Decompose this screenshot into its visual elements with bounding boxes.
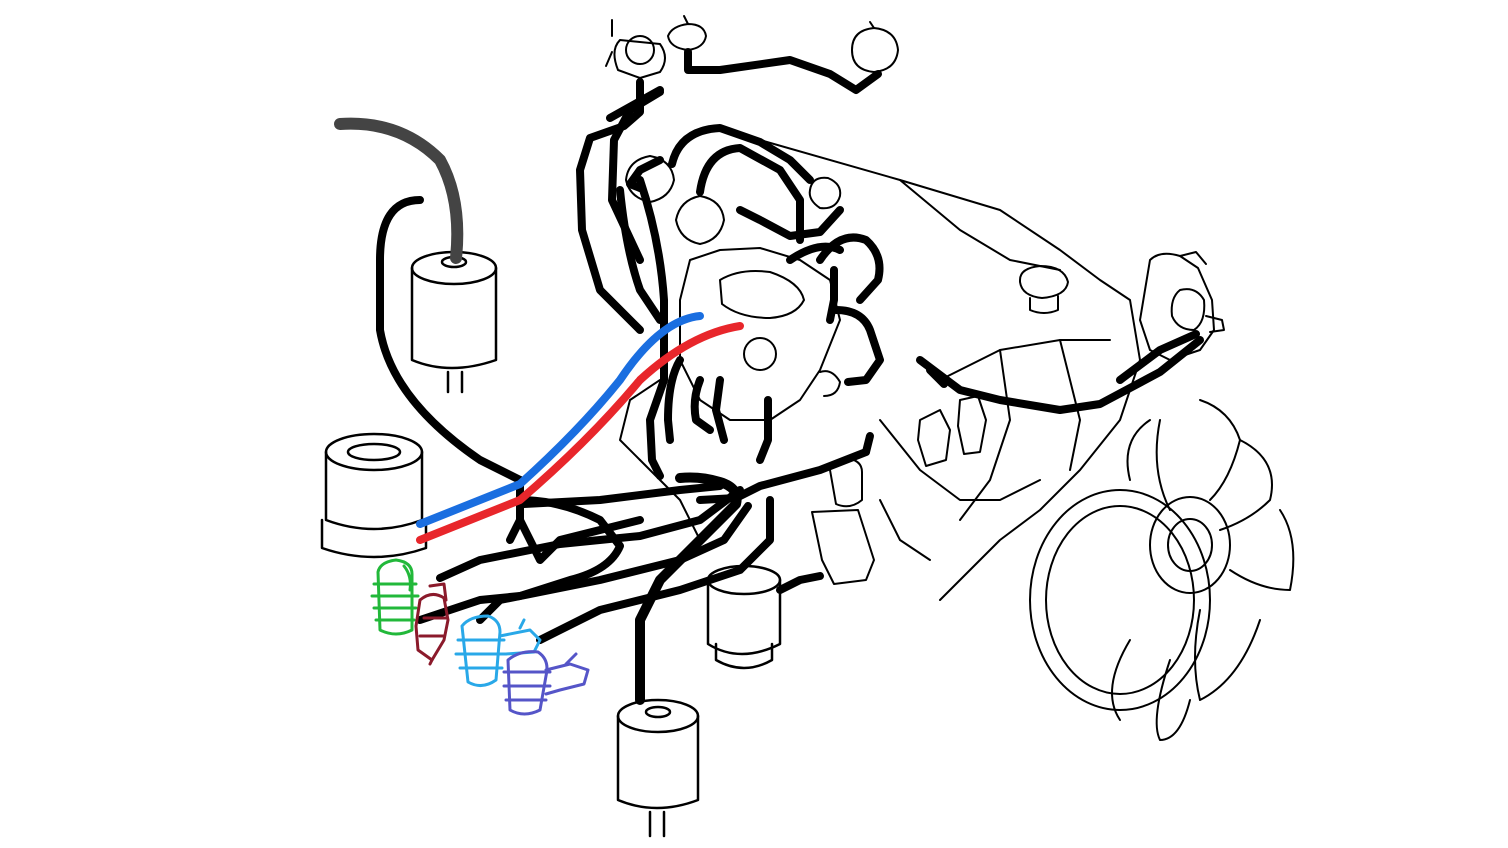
canister-large-left: [320, 432, 428, 559]
valve-maroon: [414, 582, 450, 666]
canister-bottom: [616, 698, 700, 838]
highlighted-hoses: [416, 312, 744, 544]
top-vacuum-devices: [605, 15, 987, 585]
blue-hose: [416, 312, 704, 528]
vacuum-hoses: [334, 48, 1204, 705]
valve-purple: [502, 650, 590, 716]
canister-center: [706, 564, 782, 670]
vsv-green: [370, 558, 420, 636]
canister-left-upper: [410, 250, 498, 394]
red-hose: [416, 322, 744, 544]
cooling-fan: [1029, 399, 1295, 741]
